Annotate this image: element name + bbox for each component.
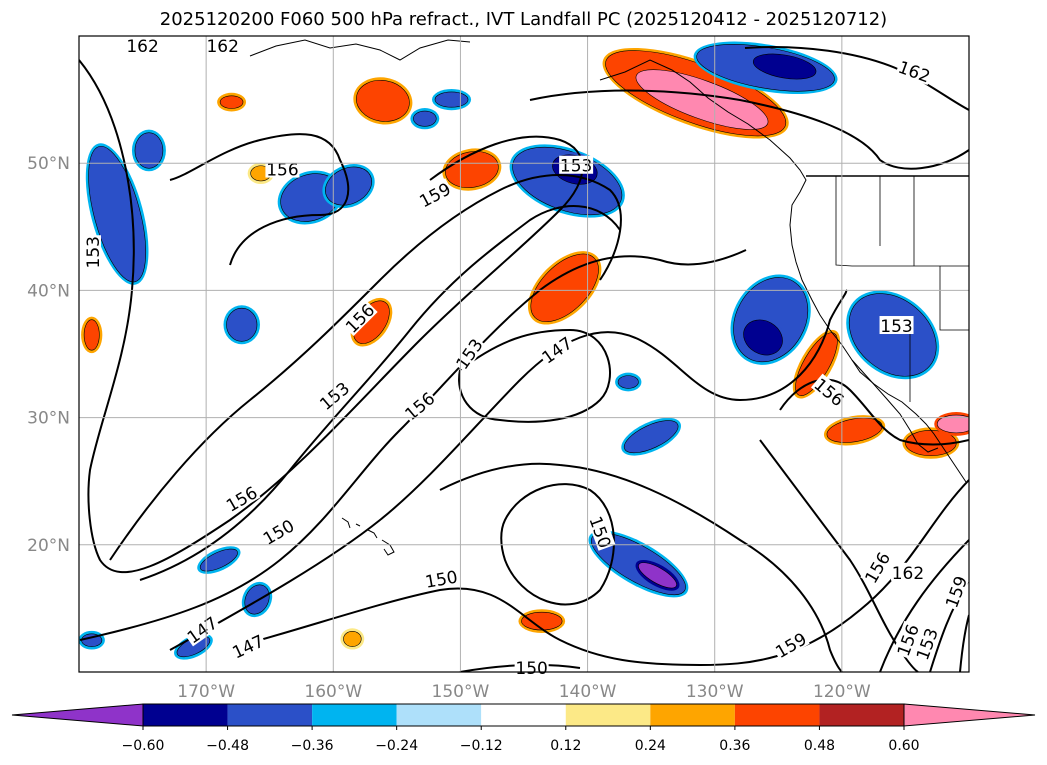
latitude-labels: 20°N 30°N 40°N 50°N xyxy=(27,154,70,556)
colorbar: −0.60 −0.48 −0.36 −0.24 −0.12 0.12 0.24 0.36 0.4… xyxy=(12,704,1035,754)
lat-tick-label: 50°N xyxy=(27,154,70,174)
colorbar-segment xyxy=(481,704,566,726)
colorbar-tick-label: −0.48 xyxy=(206,738,249,754)
lon-tick-label: 160°W xyxy=(304,682,362,702)
shading-blob xyxy=(435,92,468,107)
shading-blob xyxy=(521,612,562,630)
colorbar-tick-label: 0.12 xyxy=(550,738,581,754)
colorbar-segment xyxy=(735,704,820,726)
colorbar-tick-label: 0.48 xyxy=(804,738,835,754)
colorbar-segment xyxy=(650,704,735,726)
colorbar-extend-max xyxy=(904,704,1035,726)
longitude-labels: 170°W 160°W 150°W 140°W 130°W 120°W xyxy=(177,682,871,702)
lat-tick-label: 30°N xyxy=(27,409,70,429)
lat-tick-label: 40°N xyxy=(27,281,70,301)
colorbar-tick-label: 0.24 xyxy=(635,738,666,754)
contour-label: 153 xyxy=(880,317,912,337)
lon-tick-label: 170°W xyxy=(177,682,235,702)
colorbar-tick-label: 0.60 xyxy=(888,738,919,754)
colorbar-extend-min xyxy=(12,704,143,726)
lon-tick-label: 130°W xyxy=(686,682,744,702)
colorbar-segment xyxy=(228,704,313,726)
contour-label: 153 xyxy=(84,236,104,268)
map-chart: 162 1621621561591531531561531531561471561… xyxy=(0,0,1047,765)
shading-blob xyxy=(84,320,99,351)
colorbar-segment xyxy=(397,704,482,726)
colorbar-segment xyxy=(143,704,228,726)
lon-tick-label: 150°W xyxy=(432,682,490,702)
lon-tick-label: 140°W xyxy=(559,682,617,702)
shading-blob xyxy=(413,111,436,126)
colorbar-segment xyxy=(819,704,904,726)
colorbar-segment xyxy=(566,704,651,726)
contour-label: 162 xyxy=(206,37,238,57)
shading-blob xyxy=(343,631,361,646)
contour-label: 150 xyxy=(515,659,547,679)
lat-tick-label: 20°N xyxy=(27,536,70,556)
shading-blob xyxy=(220,96,243,109)
shading-blob xyxy=(618,376,638,389)
colorbar-tick-label: −0.12 xyxy=(460,738,503,754)
lon-tick-label: 120°W xyxy=(813,682,871,702)
shading-blob xyxy=(226,308,257,341)
colorbar-tick-label: 0.36 xyxy=(719,738,750,754)
colorbar-tick-label: −0.24 xyxy=(375,738,418,754)
colorbar-tick-label: −0.36 xyxy=(291,738,334,754)
contour-label: 162 xyxy=(126,37,158,57)
contour-label: 162 xyxy=(892,564,924,584)
colorbar-tick-label: −0.60 xyxy=(122,738,165,754)
colorbar-segment xyxy=(312,704,397,726)
